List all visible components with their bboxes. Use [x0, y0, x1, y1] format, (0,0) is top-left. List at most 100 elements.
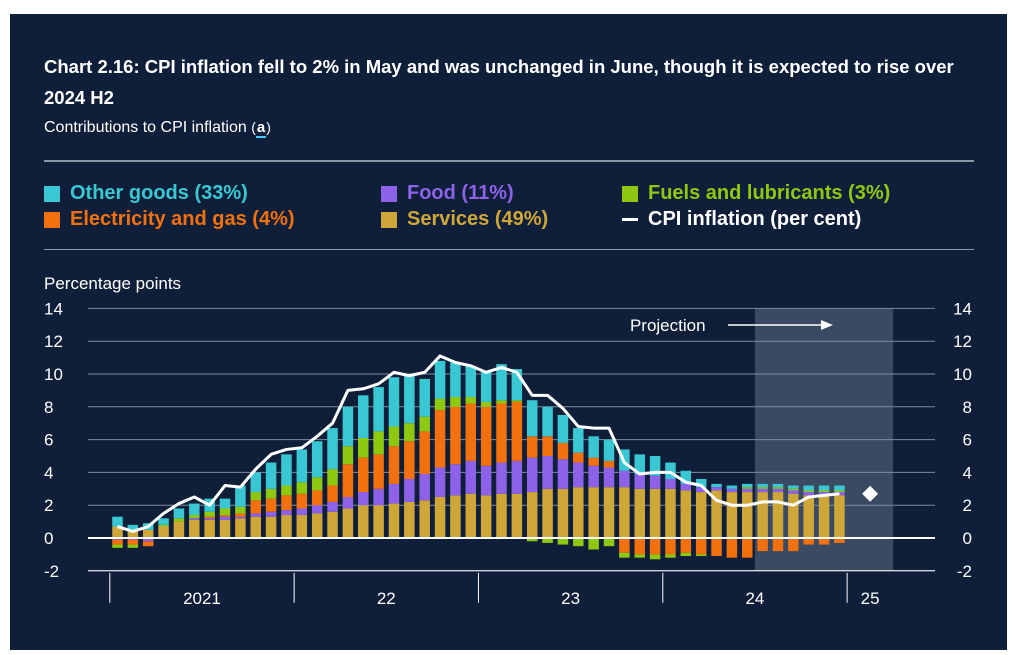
bar-services — [189, 519, 200, 538]
bar-other-goods — [511, 369, 523, 401]
bar-fuels — [634, 554, 645, 558]
bar-food — [588, 465, 599, 488]
bar-other-goods — [342, 406, 354, 447]
y-tick-label-right: 10 — [953, 365, 972, 384]
chart-subtitle: Contributions to CPI inflation (a) — [44, 119, 271, 138]
bar-fuels — [173, 518, 185, 522]
bar-food — [296, 508, 308, 516]
legend-swatch-fuels — [622, 185, 638, 202]
bar-food — [189, 518, 200, 520]
bar-other-goods — [772, 483, 784, 488]
bar-other-goods — [818, 485, 830, 491]
y-tick-label-left: 2 — [44, 496, 53, 515]
y-tick-label-right: -2 — [957, 562, 972, 581]
bar-electricity-gas — [219, 515, 231, 517]
bar-food — [480, 465, 492, 496]
x-year-label: 23 — [561, 589, 580, 608]
bar-fuels — [358, 437, 369, 458]
bar-services — [250, 516, 261, 538]
bar-fuels — [573, 538, 584, 547]
bar-electricity-gas — [588, 457, 599, 466]
bar-services — [649, 488, 661, 538]
bar-food — [404, 478, 415, 502]
bar-food — [450, 464, 461, 496]
bar-electricity-gas — [127, 539, 139, 545]
bar-other-goods — [803, 485, 814, 491]
footnote-a-link[interactable]: a — [255, 119, 267, 138]
bar-services — [265, 516, 277, 538]
bar-services — [219, 519, 231, 538]
y-tick-label-right: 6 — [963, 431, 972, 450]
bar-other-goods — [526, 400, 538, 437]
bar-other-goods — [557, 415, 569, 443]
bar-other-goods — [250, 472, 261, 493]
bar-electricity-gas — [726, 538, 738, 558]
bar-fuels — [742, 487, 753, 489]
bar-services — [158, 526, 169, 538]
bar-services — [142, 529, 154, 538]
bar-food — [788, 490, 799, 494]
bar-electricity-gas — [358, 457, 369, 493]
bar-electricity-gas — [542, 436, 553, 456]
legend-label-services: Services (49%) — [407, 208, 549, 230]
bar-other-goods — [742, 483, 753, 488]
legend-item-services: Services (49%) — [381, 208, 548, 231]
bar-services — [496, 493, 507, 538]
bar-fuels — [603, 538, 615, 547]
y-tick-label-right: 0 — [963, 529, 972, 548]
y-tick-label-right: 12 — [953, 332, 972, 351]
bar-electricity-gas — [296, 493, 308, 509]
y-tick-label-left: 10 — [44, 365, 63, 384]
bar-fuels — [158, 524, 169, 527]
legend-label-cpi: CPI inflation (per cent) — [648, 208, 862, 230]
bar-food — [619, 470, 630, 488]
y-tick-label-left: 0 — [44, 529, 53, 548]
bar-other-goods — [404, 374, 415, 424]
bar-electricity-gas — [327, 485, 338, 502]
legend-swatch-electricity-gas — [44, 211, 60, 228]
bar-fuels — [526, 538, 538, 542]
bar-fuels — [542, 538, 553, 543]
legend-item-cpi: CPI inflation (per cent) — [622, 208, 861, 231]
bar-other-goods — [373, 387, 384, 432]
x-year-label: 22 — [377, 589, 396, 608]
bar-electricity-gas — [480, 406, 492, 466]
bar-food — [634, 474, 645, 489]
bar-fuels — [803, 490, 814, 493]
bar-other-goods — [112, 516, 123, 527]
bar-food — [526, 457, 538, 493]
bar-fuels — [189, 515, 200, 519]
bar-electricity-gas — [250, 500, 261, 514]
bar-fuels — [680, 552, 692, 557]
bar-food — [142, 538, 154, 542]
legend-item-fuels: Fuels and lubricants (3%) — [622, 182, 890, 205]
bar-other-goods — [542, 406, 553, 437]
bar-fuels — [373, 431, 384, 455]
projection-arrow-head — [820, 320, 833, 330]
bar-electricity-gas — [419, 431, 430, 475]
y-tick-label-right: 8 — [963, 398, 972, 417]
bar-food — [265, 511, 277, 517]
bar-fuels — [434, 398, 446, 411]
bar-fuels — [281, 485, 292, 496]
bar-other-goods — [281, 454, 292, 486]
bar-food — [803, 492, 814, 496]
y-tick-label-left: 6 — [44, 431, 53, 450]
bar-electricity-gas — [204, 516, 215, 519]
bar-food — [542, 456, 553, 489]
divider-top — [44, 160, 974, 162]
bar-food — [742, 488, 753, 493]
bar-food — [834, 492, 845, 496]
bar-services — [281, 515, 292, 538]
bar-services — [695, 492, 707, 538]
projection-diamond — [862, 485, 879, 502]
bar-food — [496, 462, 507, 494]
bar-fuels — [235, 506, 246, 514]
bar-services — [726, 492, 738, 538]
bar-electricity-gas — [235, 513, 246, 517]
legend-swatch-services — [381, 211, 397, 228]
bar-electricity-gas — [634, 538, 645, 555]
legend-label-fuels: Fuels and lubricants (3%) — [648, 182, 891, 204]
bar-food — [388, 483, 400, 504]
bar-food — [327, 501, 338, 512]
